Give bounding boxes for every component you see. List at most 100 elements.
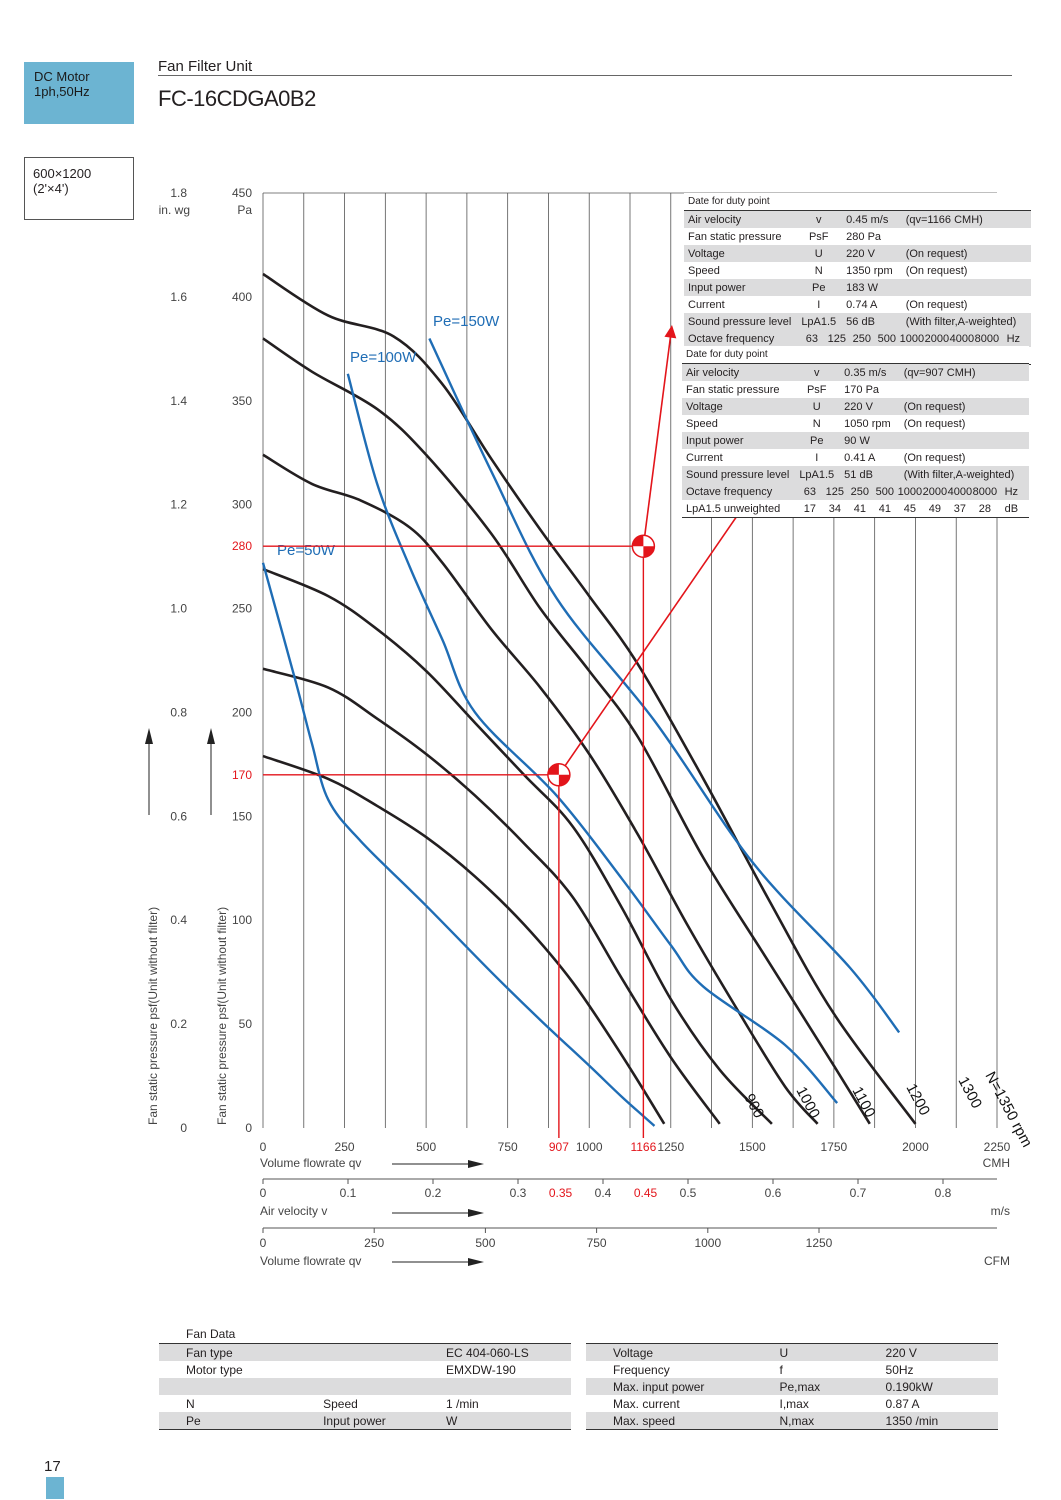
cfm-tick-label: 250 <box>364 1236 384 1250</box>
duty-marker-q3 <box>558 774 570 786</box>
fan-data-cell: Fan type <box>159 1343 320 1361</box>
velocity-unit: m/s <box>991 1204 1010 1218</box>
fan-data-cell: f <box>779 1362 783 1377</box>
fan-data-row: Frequency f 50Hz <box>586 1361 998 1378</box>
velocity-tick-label: 0.7 <box>850 1186 867 1200</box>
duty-cell: (On request) <box>899 398 1030 415</box>
duty-cell: v <box>793 363 841 381</box>
size-line-1: 600×1200 <box>33 166 92 181</box>
duty-table-row: Sound pressure level LpA1.5 51 dB (With fil… <box>682 466 1030 483</box>
power-lines: Pe=50W Pe=100W Pe=150W <box>261 313 901 1127</box>
duty-table-row: Voltage U 220 V (On request) <box>684 245 1032 262</box>
octave-label: Octave frequency <box>684 330 796 347</box>
x-tick-label: 750 <box>498 1140 518 1154</box>
y2-tick-label: 0 <box>180 1121 187 1135</box>
y-tick-label: 0 <box>245 1121 252 1135</box>
fan-data-cell: N,max <box>775 1412 882 1430</box>
duty-cell: (On request) <box>901 245 1032 262</box>
fan-data-cell: Max. current <box>613 1396 680 1411</box>
octave-value: 500 <box>875 485 895 498</box>
duty-cell: 51 dB <box>840 466 900 483</box>
duty-table-row: Voltage U 220 V (On request) <box>682 398 1030 415</box>
y-tick-label: 350 <box>232 394 252 408</box>
duty-cell: (With filter,A-weighted) <box>901 313 1032 330</box>
duty-table-row: Air velocity v 0.45 m/s (qv=1166 CMH) <box>684 210 1032 228</box>
duty-table-row: Air velocity v 0.35 m/s (qv=907 CMH) <box>682 363 1030 381</box>
velocity-tick-label: 0.4 <box>595 1186 612 1200</box>
duty-table-row: Speed N 1050 rpm (On request) <box>682 415 1029 432</box>
unweighted-value: 41 <box>878 502 891 515</box>
x-tick-label: 1500 <box>739 1140 766 1154</box>
duty-cell: Fan static pressure <box>688 230 782 243</box>
speed-curve-900 <box>262 754 666 1125</box>
x-axis-title: Volume flowrate qv <box>260 1156 361 1170</box>
fan-data-cell: U <box>775 1343 882 1361</box>
fan-data-title: Fan Data <box>186 1327 236 1341</box>
fan-data-cell: Pe,max <box>775 1378 882 1395</box>
power-line-pe-100w <box>346 373 839 1104</box>
duty-cell: (qv=907 CMH) <box>899 363 1030 381</box>
y2-unit: in. wg <box>159 203 190 217</box>
duty-cell: Sound pressure level <box>684 313 796 330</box>
octave-value: 63 <box>805 332 818 345</box>
x-tick-label: 0 <box>260 1140 267 1154</box>
duty-marker-q1 <box>547 763 559 775</box>
speed-curve-label: N=1350 rpm <box>981 1069 1035 1150</box>
octave-value: 125 <box>827 332 847 345</box>
duty-table-title: Date for duty point <box>682 346 1030 364</box>
page-title: FC-16CDGA0B2 <box>158 86 316 111</box>
duty-cell: (On request) <box>905 298 968 311</box>
duty-table-title: Date for duty point <box>684 193 1032 211</box>
duty-cell: 1050 rpm <box>844 417 891 430</box>
page-marker <box>46 1477 64 1499</box>
y-tick-label: 50 <box>239 1017 253 1031</box>
duty-table-row: Fan static pressure PsF 170 Pa <box>682 381 1029 398</box>
fan-data-cell: 0.190kW <box>881 1378 998 1395</box>
duty-cell: Air velocity <box>682 363 794 381</box>
x-tick-label: 1750 <box>821 1140 848 1154</box>
subtitle: Fan Filter Unit <box>158 58 253 75</box>
octave-value: 2000 <box>924 332 950 345</box>
fan-data-row: Pe Input power W <box>159 1412 571 1430</box>
duty-cell: Current <box>686 451 723 464</box>
velocity-tick-label: 0 <box>260 1186 267 1200</box>
fan-data-cell: I,max <box>779 1396 809 1411</box>
duty-cell: Pe <box>795 279 843 296</box>
duty-table-row: Input power Pe 183 W <box>684 279 1032 296</box>
duty-x-label: 1166 <box>630 1140 656 1154</box>
y2-tick-label: 1.8 <box>170 186 187 200</box>
power-line-label: Pe=50W <box>277 542 336 559</box>
duty-cell: 183 W <box>842 279 902 296</box>
y-tick-label: 100 <box>232 913 252 927</box>
speed-curve-label: 1300 <box>954 1074 985 1111</box>
duty-arrow <box>642 332 672 547</box>
fan-data-cell: Frequency <box>613 1362 670 1377</box>
duty-cell <box>900 381 1030 398</box>
velocity-tick-label: 0.6 <box>765 1186 782 1200</box>
duty-cell <box>902 228 1032 245</box>
speed-curve-1100 <box>262 567 773 1125</box>
fan-data-cell: Pe <box>159 1412 320 1430</box>
octave-value: 8000 <box>974 332 1000 345</box>
x-tick-label: 1250 <box>657 1140 684 1154</box>
fan-data-row: Motor type EMXDW-190 <box>159 1361 571 1378</box>
fan-data-cell: 50Hz <box>885 1362 914 1377</box>
unweighted-label: LpA1.5 unweighted <box>686 502 781 515</box>
fan-data-cell: Input power <box>319 1412 443 1430</box>
octave-label: Octave frequency <box>682 483 794 500</box>
duty-table-row: Fan static pressure PsF 280 Pa <box>684 228 1031 245</box>
octave-value: Hz <box>1006 332 1021 345</box>
duty-markers: 1166 280 907 170 <box>232 325 748 1154</box>
y-tick-label: 300 <box>232 498 252 512</box>
fan-data-row <box>159 1378 571 1395</box>
octave-value: 125 <box>825 485 845 498</box>
unweighted-value: 37 <box>953 502 966 515</box>
size-box: 600×1200 (2'×4') <box>24 157 134 220</box>
fan-data-row: Max. input power Pe,max 0.190kW <box>586 1378 998 1395</box>
fan-data-cell: W <box>442 1412 571 1430</box>
y2-tick-label: 1.4 <box>170 394 187 408</box>
speed-curve-1200 <box>262 453 819 1125</box>
octave-value: 4000 <box>947 485 973 498</box>
y-arrowhead <box>145 728 153 744</box>
